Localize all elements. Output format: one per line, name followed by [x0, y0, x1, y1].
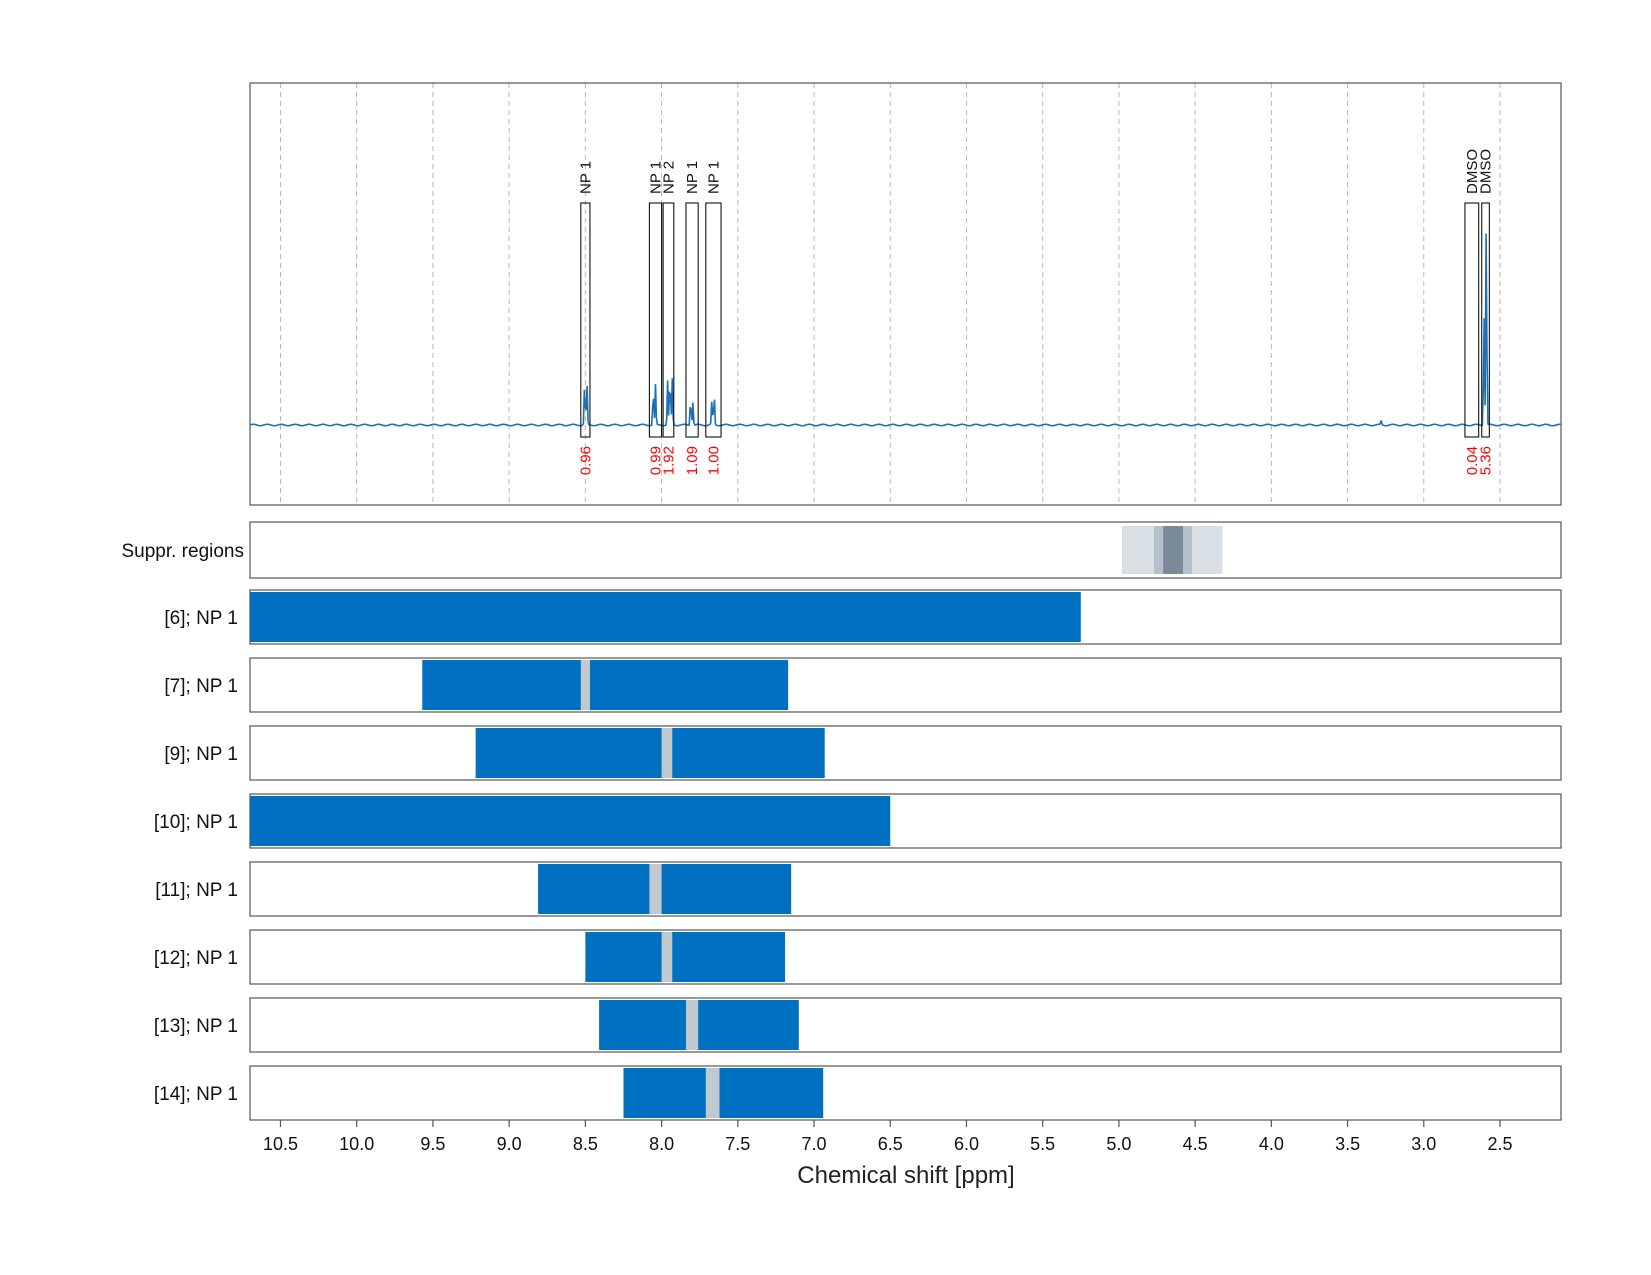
integral-value: 1.00 [705, 446, 722, 475]
spectrum-panel: NP 1 0.96 NP 1 0.99 NP 2 1.92 NP 1 1.09 NP 1 1.00… [249, 82, 1562, 506]
track-bar [250, 796, 891, 846]
integral-value: 1.09 [684, 446, 701, 475]
x-tick-label: 4.5 [1183, 1134, 1208, 1154]
x-tick-label: 7.5 [725, 1134, 750, 1154]
peak-label: DMSO [1464, 149, 1481, 194]
spectrum-line [249, 233, 1562, 427]
peak-label: NP 1 [647, 161, 664, 194]
track-frame [249, 725, 1562, 781]
track-bar [250, 592, 1081, 642]
x-tick-label: 9.5 [420, 1134, 445, 1154]
integral-value: 0.04 [1464, 446, 1481, 475]
x-tick-label: 7.0 [802, 1134, 827, 1154]
track-label: [12]; NP 1 [154, 948, 238, 969]
integral-value: 1.92 [660, 446, 677, 475]
x-tick-label: 3.0 [1411, 1134, 1436, 1154]
x-tick-label: 5.0 [1106, 1134, 1131, 1154]
integration-box [1481, 202, 1490, 438]
track-gap [649, 864, 662, 914]
x-tick-label: 6.5 [878, 1134, 903, 1154]
x-tick-label: 10.5 [263, 1134, 298, 1154]
peak-label: DMSO [1478, 149, 1495, 194]
x-tick-label: 4.0 [1259, 1134, 1284, 1154]
track-bar [585, 932, 786, 982]
x-tick-label: 9.0 [497, 1134, 522, 1154]
integration-box [662, 202, 675, 438]
track-frame [249, 997, 1562, 1053]
spectrum-frame [249, 82, 1562, 506]
x-tick-label: 6.0 [954, 1134, 979, 1154]
track-bar [475, 728, 825, 778]
integral-value: 0.99 [647, 446, 664, 475]
x-axis-label: Chemical shift [ppm] [797, 1162, 1014, 1189]
track-frame [249, 861, 1562, 917]
integral-value: 0.96 [577, 446, 594, 475]
track-label: [9]; NP 1 [164, 744, 238, 765]
x-tick-label: 5.5 [1030, 1134, 1055, 1154]
suppressed-region-band [1163, 526, 1183, 574]
track-label: [13]; NP 1 [154, 1016, 238, 1037]
x-tick-label: 8.5 [573, 1134, 598, 1154]
integration-box [580, 202, 591, 438]
track-gap [661, 728, 673, 778]
track-panels: Suppr. regions [6]; NP 1 [7]; NP 1 [9]; NP … [121, 521, 1562, 1121]
integration-box [648, 202, 663, 438]
track-frame [249, 929, 1562, 985]
peak-label: NP 1 [705, 161, 722, 194]
integral-value: 5.36 [1478, 446, 1495, 475]
x-tick-label: 8.0 [649, 1134, 674, 1154]
track-label: [11]; NP 1 [155, 880, 238, 901]
peak-label: NP 1 [684, 161, 701, 194]
track-frame [249, 657, 1562, 713]
suppressed-regions-frame [249, 521, 1562, 579]
track-label: [7]; NP 1 [164, 676, 238, 697]
track-label: [10]; NP 1 [154, 812, 238, 833]
track-gap [661, 932, 673, 982]
integration-box [685, 202, 699, 438]
peak-label: NP 2 [660, 161, 677, 194]
track-gap [705, 1068, 720, 1118]
integration-box [1464, 202, 1480, 438]
suppressed-regions-label: Suppr. regions [121, 541, 244, 562]
integration-box [705, 202, 722, 438]
track-bar [623, 1068, 824, 1118]
peak-label: NP 1 [577, 161, 594, 194]
track-label: [14]; NP 1 [154, 1084, 238, 1105]
track-bar [599, 1000, 799, 1050]
x-tick-label: 10.0 [339, 1134, 374, 1154]
x-tick-label: 2.5 [1488, 1134, 1513, 1154]
track-gap [685, 1000, 699, 1050]
track-frame [249, 1065, 1562, 1121]
track-label: [6]; NP 1 [164, 608, 238, 629]
x-axis: 10.5 10.0 9.5 9.0 8.5 8.0 7.5 7.0 6.5 6.0 5.5 5.0 4.… [263, 1120, 1513, 1154]
grid-layer [279, 83, 1501, 505]
x-tick-label: 3.5 [1335, 1134, 1360, 1154]
track-bar [538, 864, 792, 914]
track-gap [580, 660, 590, 710]
track-bar [422, 660, 789, 710]
